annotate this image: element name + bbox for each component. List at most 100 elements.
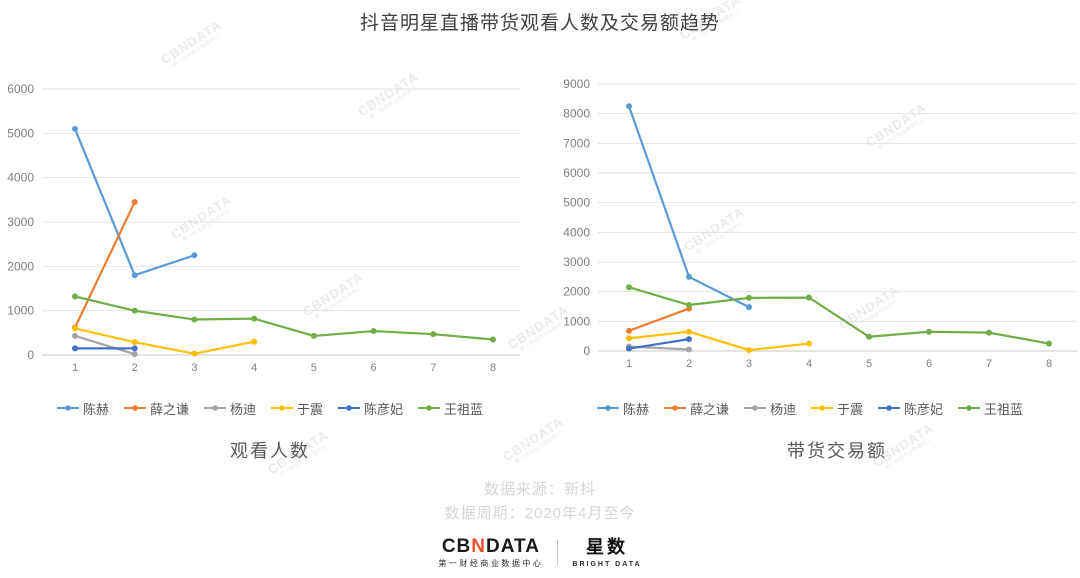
data-point-王祖蓝: [686, 302, 692, 309]
series-line-王祖蓝: [627, 286, 1051, 345]
legend-item-王祖蓝: 王祖蓝: [418, 399, 483, 418]
data-point-王祖蓝: [986, 329, 992, 336]
y-axis-tick-label: 5000: [563, 196, 590, 210]
brightdata-logo: 星数 BRIGHT DATA: [572, 538, 641, 568]
y-axis-tick-label: 0: [583, 344, 590, 358]
x-axis-tick-label: 1: [626, 358, 632, 370]
x-axis-tick-label: 7: [986, 358, 992, 370]
data-point-陈赫: [686, 273, 692, 280]
legend-label: 王祖蓝: [984, 401, 1024, 417]
legend-label: 于震: [837, 401, 864, 417]
legend-label: 陈赫: [622, 401, 649, 417]
x-axis-tick-label: 5: [311, 362, 317, 374]
legend-label: 王祖蓝: [444, 401, 484, 417]
legend-item-杨迪: 杨迪: [203, 399, 256, 418]
data-point-于震: [251, 338, 258, 345]
brightdata-wordmark: 星数: [586, 536, 628, 557]
data-point-于震: [746, 347, 752, 354]
x-axis-tick-label: 8: [1046, 358, 1052, 370]
data-point-陈赫: [72, 125, 78, 132]
legend-item-杨迪: 杨迪: [743, 399, 796, 418]
data-point-陈赫: [746, 304, 752, 311]
legend-item-于震: 于震: [271, 399, 323, 418]
data-point-陈彦妃: [626, 345, 632, 352]
y-axis-tick-label: 5000: [7, 126, 34, 140]
x-axis-tick-label: 3: [746, 358, 752, 370]
data-point-于震: [626, 335, 632, 342]
legend-marker-icon: [271, 405, 293, 411]
line-charts-canvas: 0 1000 2000 3000 4000 5000 6000 1 2 3 4 5 6 7 8 0 1000 20…: [7, 77, 1077, 374]
y-axis-tick-label: 3000: [7, 215, 34, 229]
cbndata-wordmark: CBNDATA: [441, 536, 540, 557]
series-line-于震: [73, 327, 256, 355]
legend-label: 杨迪: [769, 401, 796, 417]
y-axis-tick-label: 8000: [563, 107, 590, 121]
data-point-陈赫: [626, 103, 632, 110]
y-axis-tick-label: 6000: [7, 82, 34, 96]
cbndata-subtitle: 第一财经商业数据中心: [438, 559, 544, 568]
legend-label: 陈赫: [82, 401, 109, 417]
legend-marker-icon: [878, 405, 901, 411]
legend-marker-icon: [123, 405, 146, 411]
data-point-薛之谦: [131, 199, 138, 206]
data-period-note: 数据周期：2020年4月至今: [444, 505, 636, 522]
data-point-陈彦妃: [72, 345, 78, 352]
y-axis-tick-label: 2000: [7, 259, 34, 273]
y-axis-tick-label: 6000: [563, 166, 590, 180]
data-point-王祖蓝: [926, 328, 932, 335]
y-axis-tick-label: 4000: [7, 171, 34, 185]
legend-item-陈彦妃: 陈彦妃: [878, 399, 943, 418]
data-point-杨迪: [686, 346, 692, 353]
data-point-王祖蓝: [746, 294, 752, 301]
data-point-于震: [72, 325, 78, 332]
x-axis-tick-label: 6: [926, 358, 932, 370]
series-line-薛之谦: [627, 307, 691, 332]
y-axis-tick-label: 4000: [563, 225, 590, 239]
legend-item-于震: 于震: [811, 399, 863, 418]
data-point-杨迪: [131, 351, 138, 358]
legend-item-薛之谦: 薛之谦: [123, 399, 189, 418]
x-axis-tick-label: 4: [806, 358, 812, 370]
legend-item-陈赫: 陈赫: [56, 399, 109, 418]
x-axis-tick-label: 1: [72, 362, 78, 374]
y-axis-tick-label: 7000: [563, 136, 590, 150]
data-point-杨迪: [72, 332, 78, 339]
data-point-王祖蓝: [310, 332, 317, 339]
x-axis-tick-label: 4: [251, 362, 257, 374]
data-point-薛之谦: [626, 327, 632, 334]
y-axis-tick-label: 1000: [563, 314, 590, 328]
series-line-陈彦妃: [627, 338, 691, 350]
x-axis-tick-label: 8: [490, 362, 496, 374]
logo-bar: CBNDATA 第一财经商业数据中心 星数 BRIGHT DATA: [0, 537, 1080, 568]
chart-subtitle-transactions: 带货交易额: [787, 441, 887, 461]
x-axis-tick-label: 7: [430, 362, 436, 374]
data-point-王祖蓝: [490, 336, 496, 343]
legend-marker-icon: [418, 405, 441, 411]
data-point-王祖蓝: [806, 294, 812, 301]
legend-item-王祖蓝: 王祖蓝: [958, 399, 1023, 418]
legend-item-陈赫: 陈赫: [596, 399, 649, 418]
data-point-王祖蓝: [251, 315, 258, 322]
y-axis-tick-label: 0: [27, 348, 34, 362]
data-point-王祖蓝: [191, 316, 198, 323]
legend-marker-icon: [663, 405, 686, 411]
series-line-杨迪: [73, 334, 136, 356]
x-axis-tick-label: 2: [132, 362, 138, 374]
legend-label: 薛之谦: [149, 401, 189, 417]
data-point-于震: [131, 339, 138, 346]
data-point-于震: [686, 328, 692, 335]
data-point-王祖蓝: [430, 331, 437, 338]
data-point-陈彦妃: [131, 345, 138, 352]
data-point-于震: [806, 340, 812, 347]
legend-label: 陈彦妃: [904, 401, 944, 417]
legend-transactions: 陈赫 薛之谦 杨迪 于震 陈彦妃 王祖蓝: [540, 399, 1080, 417]
legend-viewers: 陈赫 薛之谦 杨迪 于震 陈彦妃 王祖蓝: [0, 399, 540, 417]
data-point-陈赫: [191, 252, 198, 259]
cbndata-logo: CBNDATA 第一财经商业数据中心: [438, 537, 543, 568]
legend-marker-icon: [743, 405, 766, 411]
x-axis-tick-label: 2: [686, 358, 692, 370]
brightdata-subtitle: BRIGHT DATA: [572, 560, 642, 568]
legend-marker-icon: [596, 405, 619, 411]
x-axis-tick-label: 6: [371, 362, 377, 374]
